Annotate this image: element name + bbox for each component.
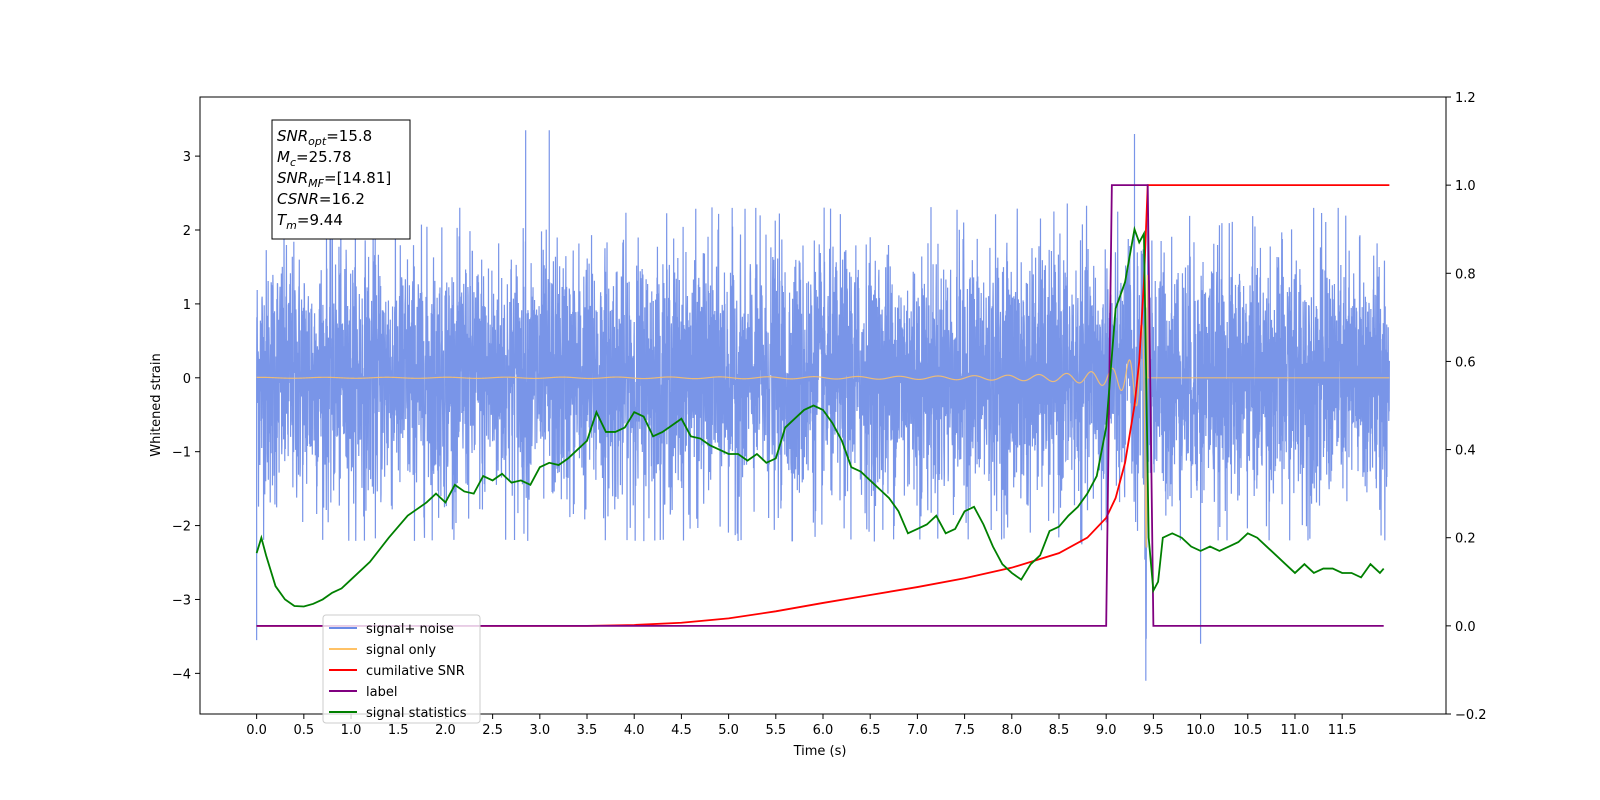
info-value: =[14.81]	[324, 169, 391, 187]
info-box-row: SNRMF=[14.81]	[277, 169, 391, 190]
legend-frame	[322, 614, 481, 724]
info-box-row: Mc=25.78	[277, 148, 352, 169]
series-label	[256, 184, 1384, 627]
info-box-row: Tm=9.44	[277, 211, 343, 232]
y-right-tick-label: 0.0	[1455, 620, 1476, 635]
plot-area	[255, 130, 1390, 681]
x-tick-label: 5.0	[718, 723, 739, 738]
info-symbol: T	[277, 211, 288, 229]
x-tick-label: 4.5	[671, 723, 692, 738]
x-tick-label: 5.5	[765, 723, 786, 738]
legend-label: cumilative SNR	[366, 664, 465, 679]
info-subscript: m	[286, 219, 297, 232]
info-symbol: M	[277, 148, 290, 166]
y-left-tick-label: 2	[183, 224, 191, 239]
y-left-tick-label: −3	[172, 593, 191, 608]
info-symbol: SNR	[277, 127, 308, 145]
x-tick-label: 6.0	[813, 723, 834, 738]
info-symbol: CSNR	[277, 190, 319, 208]
y-right-tick-label: 0.6	[1455, 355, 1476, 370]
y-axis-left: −4 −3 −2 −1 0 1 2 3	[172, 150, 200, 682]
y-left-tick-label: −4	[172, 667, 191, 682]
legend: signal+ noise signal only cumilative SNR la…	[322, 614, 481, 724]
series-signal-noise	[256, 130, 1390, 681]
y-right-tick-label: 0.2	[1455, 532, 1476, 547]
x-tick-label: 2.0	[435, 723, 456, 738]
x-tick-label: 1.5	[388, 723, 409, 738]
x-tick-label: 3.5	[577, 723, 598, 738]
y-right-tick-label: 1.0	[1455, 179, 1476, 194]
y-right-tick-label: 0.8	[1455, 267, 1476, 282]
y-left-tick-label: −2	[172, 520, 191, 535]
info-subscript: opt	[308, 135, 327, 148]
x-tick-label: 11.0	[1280, 723, 1309, 738]
info-value: =16.2	[319, 190, 365, 208]
legend-label: label	[366, 685, 397, 700]
info-box-row: SNRopt=15.8	[277, 127, 372, 148]
y-axis-title: Whitened strain	[149, 353, 164, 456]
info-symbol: SNR	[277, 169, 308, 187]
series-cumulative-snr	[256, 184, 1390, 627]
info-value: =15.8	[326, 127, 372, 145]
x-tick-label: 0.5	[293, 723, 314, 738]
legend-label: signal statistics	[366, 706, 467, 721]
series-signal-statistics	[255, 225, 1385, 608]
info-box-frame	[271, 119, 411, 240]
legend-label: signal only	[366, 643, 436, 658]
x-tick-label: 1.0	[341, 723, 362, 738]
y-left-tick-label: 3	[183, 150, 191, 165]
x-tick-label: 7.5	[954, 723, 975, 738]
info-box: SNRopt=15.8Mc=25.78SNRMF=[14.81]CSNR=16.…	[271, 119, 411, 240]
y-right-tick-label: 0.4	[1455, 444, 1476, 459]
x-tick-label: 7.0	[907, 723, 928, 738]
info-box-row: CSNR=16.2	[277, 190, 365, 208]
info-subscript: MF	[308, 177, 324, 190]
y-right-tick-label: 1.2	[1455, 91, 1476, 106]
y-right-tick-label: −0.2	[1455, 708, 1487, 723]
x-tick-label: 2.5	[482, 723, 503, 738]
x-tick-label: 8.0	[1001, 723, 1022, 738]
x-tick-label: 11.5	[1328, 723, 1357, 738]
x-tick-label: 9.5	[1143, 723, 1164, 738]
x-tick-label: 0.0	[246, 723, 267, 738]
x-tick-label: 8.5	[1049, 723, 1070, 738]
info-value: =9.44	[297, 211, 343, 229]
y-left-tick-label: −1	[172, 446, 191, 461]
legend-label: signal+ noise	[366, 622, 454, 637]
info-subscript: c	[290, 156, 296, 169]
y-axis-right: −0.2 0.0 0.2 0.4 0.6 0.8 1.0 1.2	[1446, 91, 1487, 723]
y-left-tick-label: 0	[183, 372, 191, 387]
series-signal-only	[256, 274, 1390, 548]
x-tick-label: 9.0	[1096, 723, 1117, 738]
info-value: =25.78	[296, 148, 352, 166]
x-axis: 0.0 0.5 1.0 1.5 2.0 2.5 3.0 3.5 4.0 4.5 5.0 5.5 6.0 6…	[246, 714, 1357, 738]
x-tick-label: 4.0	[624, 723, 645, 738]
x-tick-label: 6.5	[860, 723, 881, 738]
x-axis-title: Time (s)	[793, 744, 847, 759]
x-tick-label: 10.5	[1233, 723, 1262, 738]
x-tick-label: 10.0	[1186, 723, 1215, 738]
x-tick-label: 3.0	[529, 723, 550, 738]
y-left-tick-label: 1	[183, 298, 191, 313]
